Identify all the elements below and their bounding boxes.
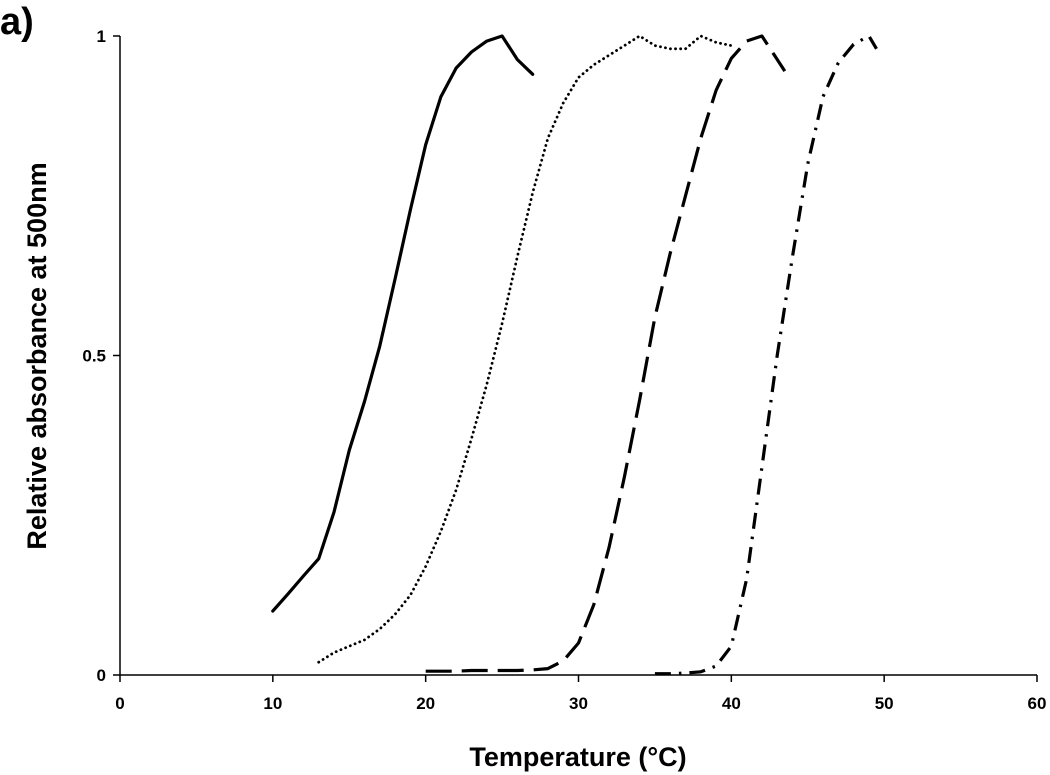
x-tick-label: 20 xyxy=(416,694,435,713)
x-tick-label: 60 xyxy=(1028,694,1047,713)
y-tick-label: 1 xyxy=(97,27,106,46)
x-tick-label: 30 xyxy=(569,694,588,713)
x-axis-title: Temperature (°C) xyxy=(469,742,686,772)
series-line-dashed xyxy=(425,34,787,673)
x-ticks: 0 10 20 30 40 50 60 xyxy=(115,675,1046,713)
series-line-dotted xyxy=(317,34,733,664)
x-tick-label: 40 xyxy=(722,694,741,713)
y-ticks: 00.51 xyxy=(82,27,120,685)
y-tick-label: 0.5 xyxy=(82,347,106,366)
y-axis-title: Relative absorbance at 500nm xyxy=(22,162,52,549)
x-tick-label: 50 xyxy=(875,694,894,713)
series-layer xyxy=(271,34,878,676)
x-tick-label: 10 xyxy=(263,694,282,713)
series-line-dashdot xyxy=(654,34,878,676)
series-line-solid xyxy=(271,34,535,613)
panel-label: a) xyxy=(0,1,34,43)
y-tick-label: 0 xyxy=(97,666,106,685)
x-tick-label: 0 xyxy=(115,694,124,713)
